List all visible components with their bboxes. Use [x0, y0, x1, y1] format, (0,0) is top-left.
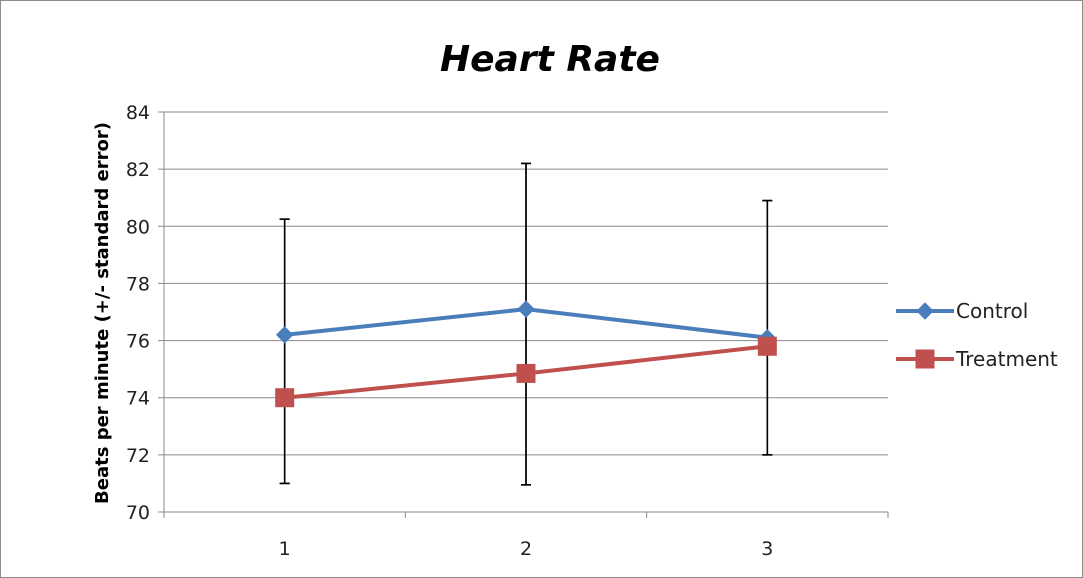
legend: Control Treatment: [896, 299, 1058, 371]
x-tick-label: 1: [279, 538, 291, 560]
series-layer: [275, 300, 777, 408]
x-tick-label: 3: [761, 538, 773, 560]
y-tick-label: 80: [126, 216, 150, 238]
axes: [158, 111, 889, 518]
y-tick-label: 84: [126, 102, 150, 124]
y-tick-label: 74: [126, 388, 150, 410]
error-bars: [279, 162, 773, 486]
x-tick-labels: 1 2 3: [279, 538, 774, 560]
y-tick-label: 72: [126, 445, 150, 467]
control-data-point: [517, 300, 535, 318]
legend-label-control: Control: [956, 299, 1028, 323]
y-axis-label: Beats per minute (+/- standard error): [92, 122, 113, 504]
treatment-data-point: [516, 363, 536, 383]
legend-marker-control: [916, 302, 934, 320]
treatment-data-point: [757, 336, 777, 356]
y-tick-label: 82: [126, 159, 150, 181]
x-tick-label: 2: [520, 538, 532, 560]
legend-label-treatment: Treatment: [955, 347, 1058, 371]
y-tick-labels: 70 72 74 76 78 80 82 84: [126, 102, 150, 524]
control-data-point: [275, 326, 294, 344]
legend-marker-treatment: [915, 349, 935, 369]
chart-title: Heart Rate: [440, 39, 660, 80]
y-tick-label: 70: [126, 502, 150, 524]
y-tick-label: 76: [126, 331, 150, 353]
y-tick-label: 78: [126, 273, 150, 295]
treatment-data-point: [275, 388, 295, 408]
